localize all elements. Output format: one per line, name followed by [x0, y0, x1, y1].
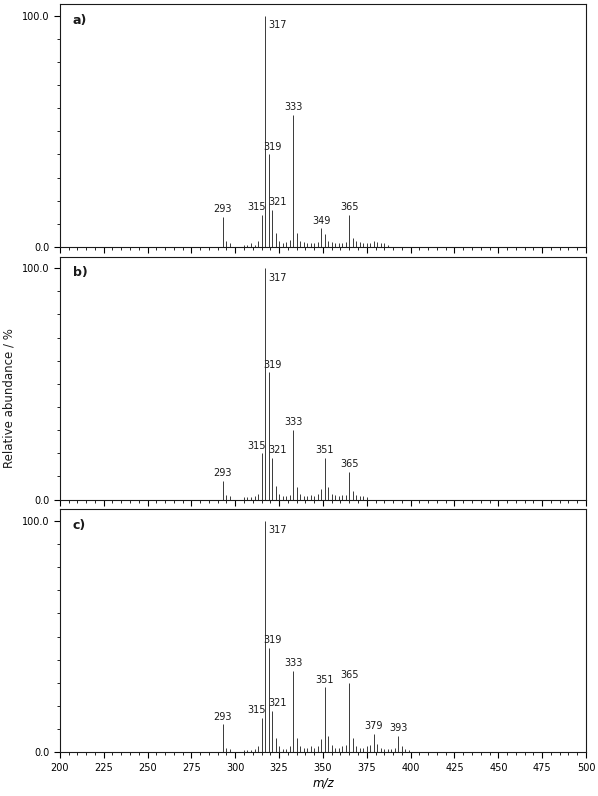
Text: Relative abundance / %: Relative abundance / %: [3, 328, 16, 468]
Text: c): c): [73, 519, 86, 532]
Text: 315: 315: [247, 440, 266, 451]
X-axis label: m/z: m/z: [312, 777, 334, 790]
Text: 393: 393: [389, 724, 407, 733]
Text: 351: 351: [315, 445, 334, 455]
Text: 293: 293: [213, 204, 232, 214]
Text: 365: 365: [340, 670, 358, 680]
Text: 349: 349: [312, 216, 330, 225]
Text: 351: 351: [315, 675, 334, 685]
Text: 333: 333: [284, 658, 302, 669]
Text: 317: 317: [269, 20, 287, 30]
Text: 321: 321: [268, 698, 286, 708]
Text: 365: 365: [340, 201, 358, 212]
Text: 319: 319: [263, 360, 281, 369]
Text: 365: 365: [340, 459, 358, 469]
Text: 315: 315: [247, 201, 266, 212]
Text: 333: 333: [284, 102, 302, 112]
Text: 333: 333: [284, 417, 302, 427]
Text: 293: 293: [213, 468, 232, 478]
Text: 315: 315: [247, 704, 266, 715]
Text: b): b): [73, 267, 88, 279]
Text: 319: 319: [263, 635, 281, 646]
Text: 321: 321: [268, 197, 286, 207]
Text: a): a): [73, 14, 87, 27]
Text: 321: 321: [268, 445, 286, 455]
Text: 317: 317: [269, 273, 287, 283]
Text: 379: 379: [365, 721, 383, 731]
Text: 317: 317: [269, 525, 287, 536]
Text: 293: 293: [213, 712, 232, 722]
Text: 319: 319: [263, 142, 281, 151]
